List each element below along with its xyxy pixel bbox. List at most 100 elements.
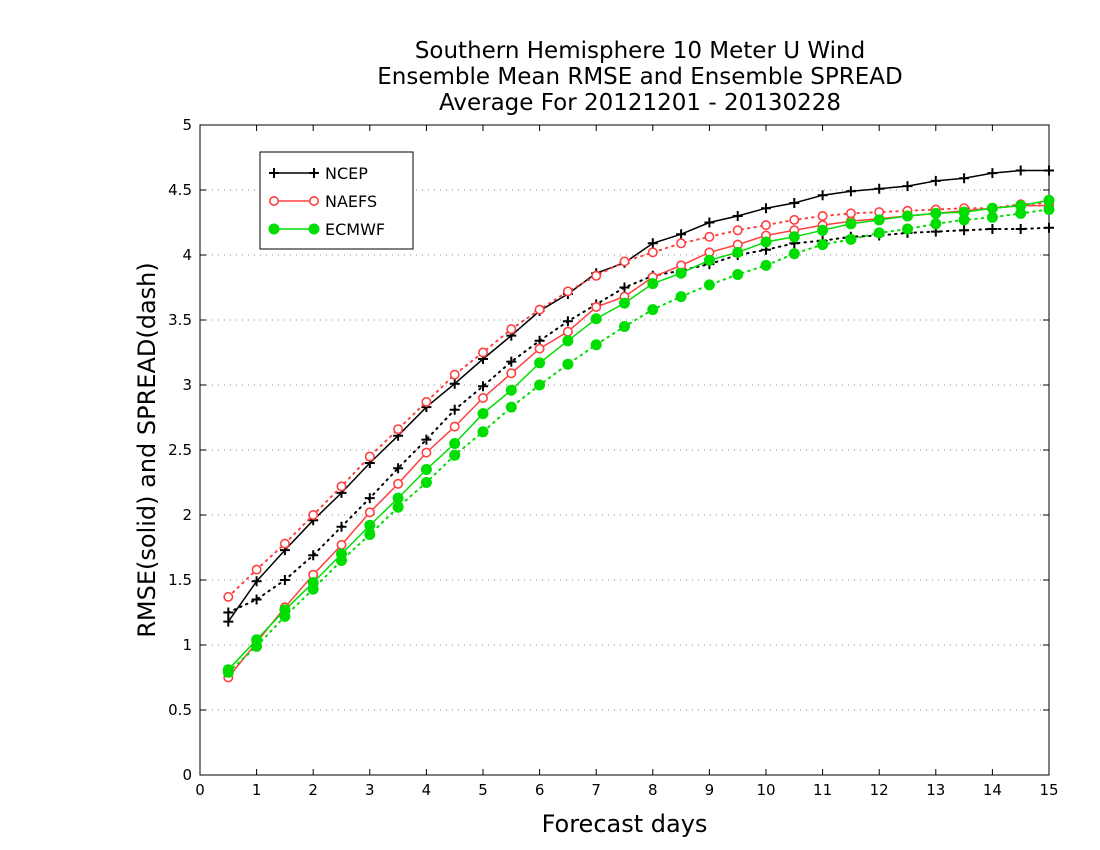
data-point [562, 326, 573, 337]
data-point [676, 229, 687, 240]
data-point [307, 583, 319, 595]
data-point [760, 220, 771, 231]
data-point [732, 246, 744, 258]
data-point [336, 539, 347, 550]
data-point [874, 183, 885, 194]
legend-marker [309, 168, 319, 178]
data-point [732, 269, 744, 280]
x-tick-label: 1 [252, 781, 262, 799]
data-point [675, 291, 687, 303]
x-tick-label: 11 [813, 781, 832, 799]
data-point [477, 347, 488, 358]
x-tick-label: 14 [983, 781, 1002, 799]
data-point [251, 576, 262, 587]
data-point [619, 256, 630, 267]
data-point [534, 357, 546, 369]
data-point [477, 392, 488, 403]
data-point [817, 224, 829, 236]
data-point [477, 408, 489, 420]
data-point [506, 356, 517, 367]
data-point [223, 616, 234, 627]
data-point [279, 610, 291, 622]
data-point [647, 304, 659, 316]
data-point [562, 286, 573, 297]
data-point [845, 208, 856, 219]
data-point [506, 324, 517, 335]
data-point [647, 238, 658, 249]
data-point [1015, 165, 1026, 176]
data-point [591, 270, 602, 281]
data-point [789, 198, 800, 208]
data-point [647, 278, 659, 290]
data-point [703, 279, 715, 291]
y-tick-label: 5 [182, 116, 192, 134]
data-point [505, 401, 517, 413]
y-tick-label: 2 [182, 506, 192, 524]
x-tick-label: 15 [1039, 781, 1058, 799]
data-point [478, 381, 488, 392]
data-point [449, 404, 460, 415]
data-point [817, 239, 829, 251]
data-point [308, 550, 319, 561]
data-point [959, 225, 970, 236]
data-point [902, 181, 913, 192]
data-point [279, 575, 290, 585]
series-line [227, 226, 1050, 614]
data-point [817, 190, 828, 201]
x-tick-label: 13 [926, 781, 945, 799]
data-point [760, 236, 772, 248]
data-point [223, 607, 234, 618]
data-point [420, 464, 432, 475]
data-point [251, 640, 263, 652]
data-point [506, 368, 517, 379]
gridlines [200, 189, 1049, 711]
series-ecmwf-spread [222, 204, 1055, 678]
title-line: Ensemble Mean RMSE and Ensemble SPREAD [377, 64, 902, 90]
data-point [421, 396, 432, 407]
data-point [364, 529, 376, 540]
data-point [222, 666, 234, 678]
data-point [902, 223, 913, 235]
x-tick-label: 3 [365, 781, 375, 799]
data-point [788, 231, 800, 243]
legend-marker [268, 196, 279, 207]
legend-marker [269, 168, 279, 178]
legend-marker [268, 223, 280, 235]
x-tick-label: 5 [478, 781, 488, 799]
data-point [845, 218, 857, 230]
data-point [392, 492, 404, 504]
y-tick-label: 4 [182, 246, 192, 264]
data-point [676, 238, 687, 249]
data-point [505, 384, 517, 396]
data-point [223, 591, 234, 602]
data-point [760, 259, 772, 271]
y-tick-label: 1.5 [168, 571, 192, 589]
y-tick-label: 0 [182, 766, 192, 784]
x-tick-label: 0 [195, 781, 205, 799]
data-point [958, 214, 970, 226]
data-point [732, 211, 743, 221]
data-point [619, 297, 630, 309]
data-point [364, 493, 375, 504]
data-point [930, 218, 942, 230]
data-point [704, 231, 715, 242]
data-point [1043, 194, 1055, 206]
data-point [1015, 224, 1026, 234]
legend-marker [308, 223, 320, 235]
data-point [336, 521, 347, 532]
data-point [420, 477, 432, 488]
x-tick-label: 12 [870, 781, 889, 799]
x-tick-label: 6 [535, 781, 545, 799]
data-point [364, 519, 376, 531]
data-point [251, 594, 262, 605]
y-tick-label: 4.5 [168, 181, 192, 199]
data-point [902, 210, 913, 222]
data-point [732, 225, 743, 236]
data-point [704, 217, 715, 228]
series-naefs-rmse [223, 200, 1055, 683]
data-point [449, 449, 461, 461]
data-point [590, 339, 602, 351]
data-point [336, 555, 347, 566]
data-point [619, 282, 630, 293]
